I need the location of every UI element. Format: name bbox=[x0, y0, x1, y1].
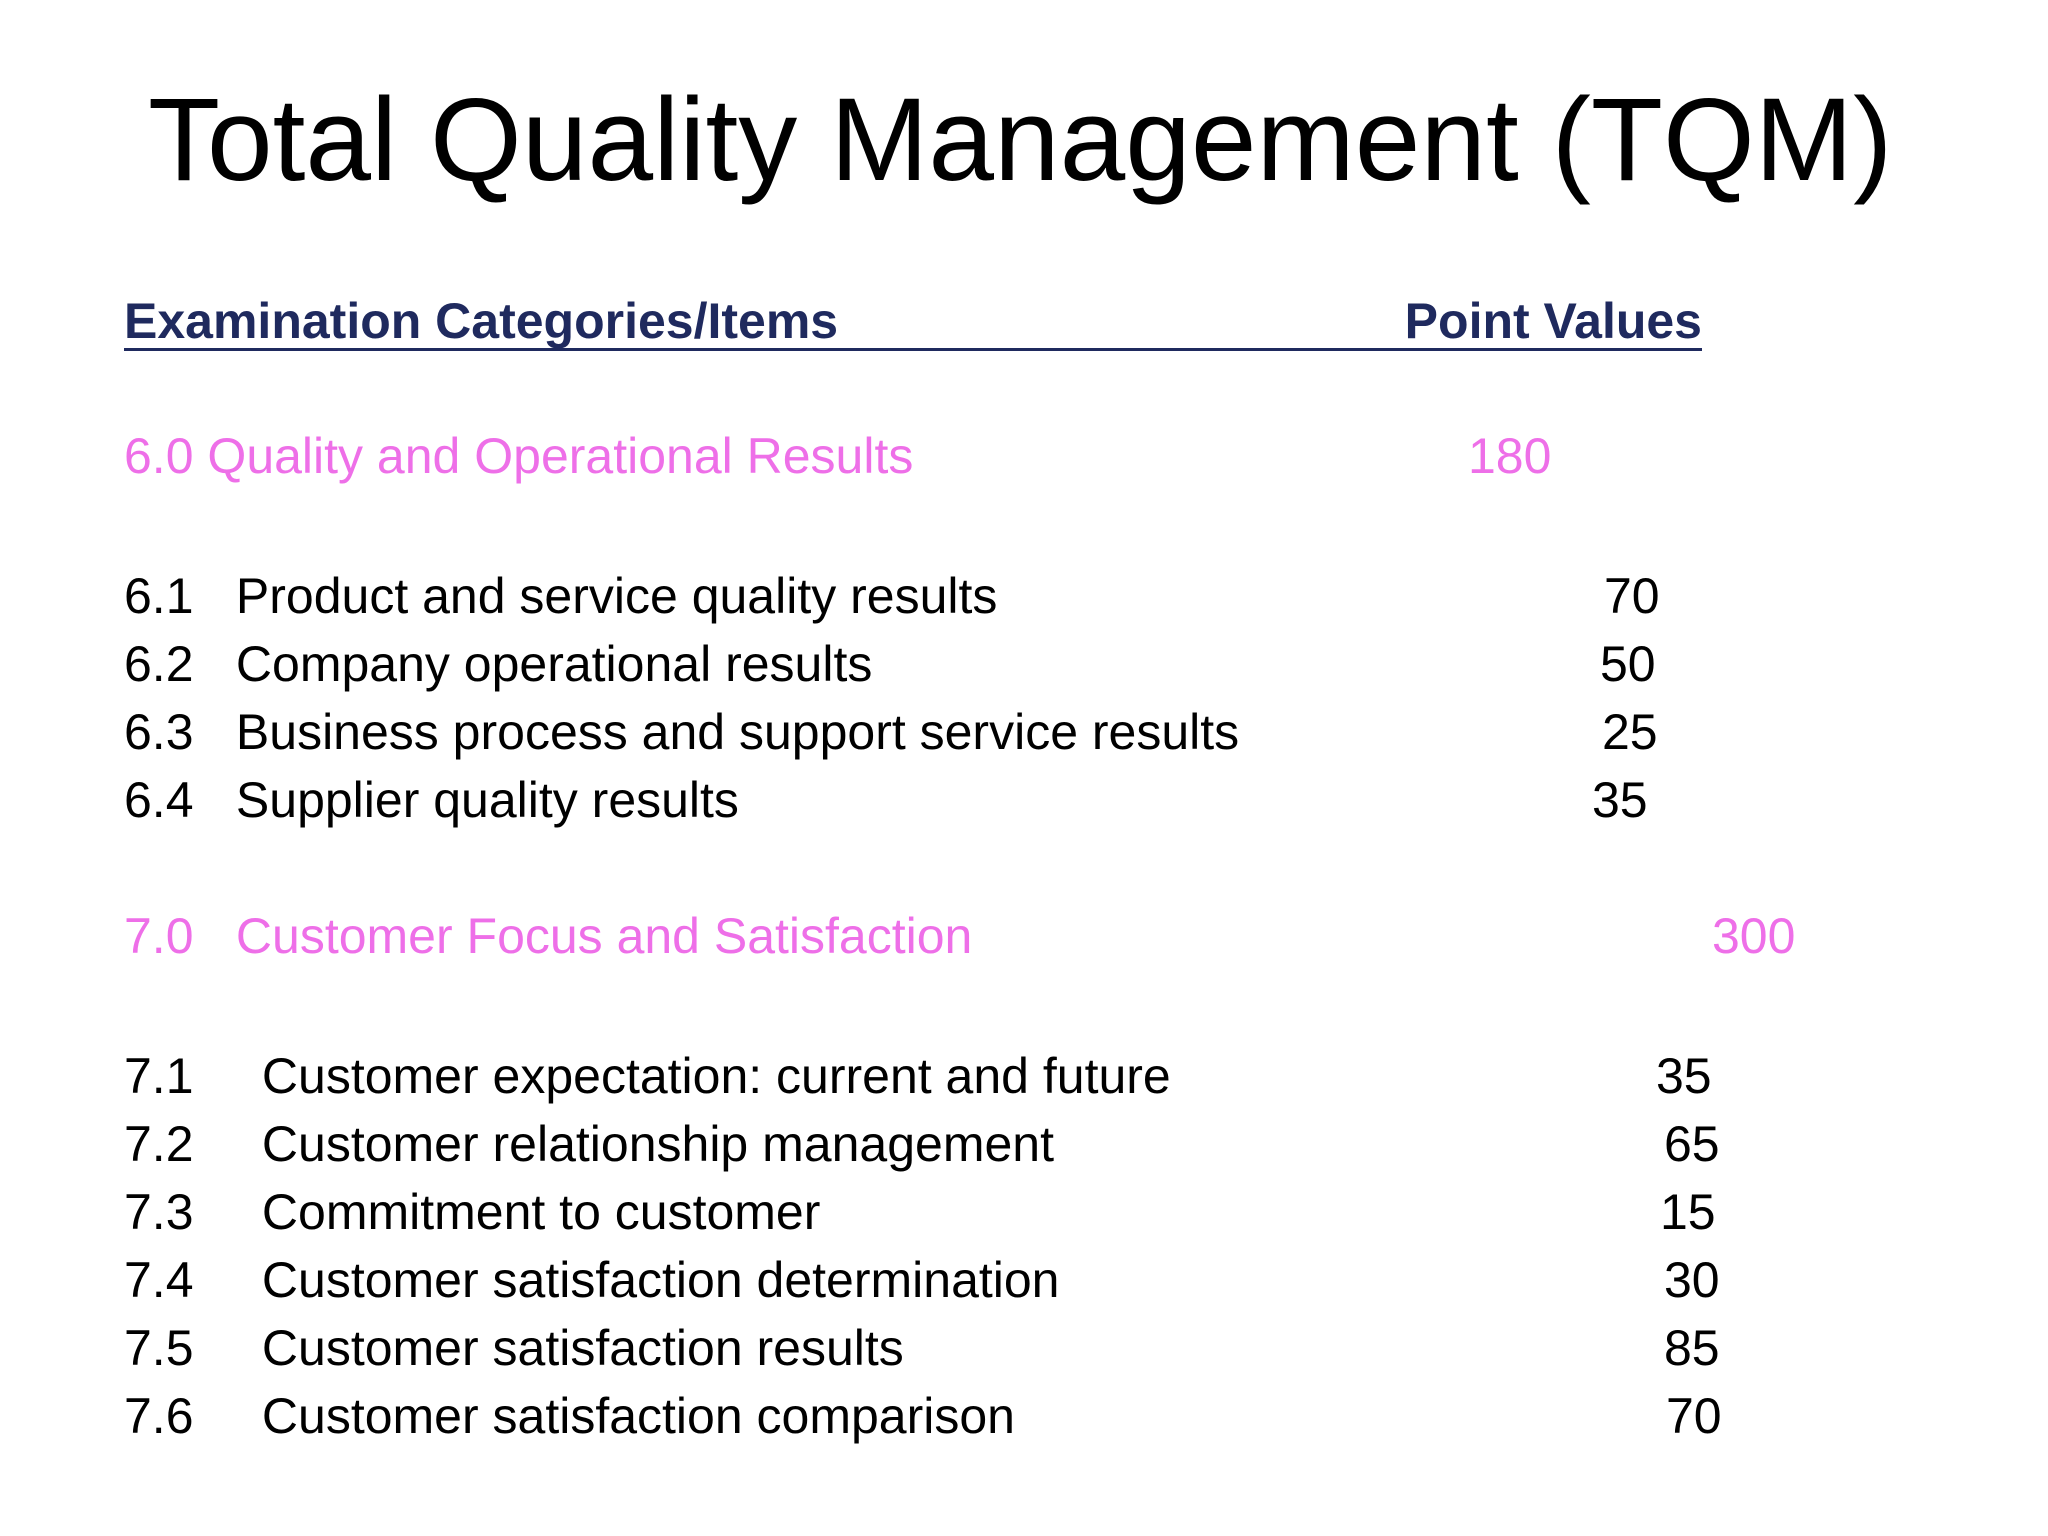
item-points: 70 bbox=[1666, 1388, 1722, 1444]
item-label: Customer satisfaction results bbox=[261, 1320, 904, 1376]
item-label: Commitment to customer bbox=[261, 1184, 821, 1240]
item-label: Customer expectation: current and future bbox=[261, 1048, 1171, 1104]
item-number: 7.1 bbox=[124, 1048, 194, 1104]
section-row-6-0: 6.0 Quality and Operational Results 180 bbox=[124, 424, 1551, 488]
section-number: 7.0 bbox=[124, 908, 194, 964]
item-number: 6.2 bbox=[124, 636, 194, 692]
item-label: Supplier quality results bbox=[235, 772, 739, 828]
points-header: Point Values bbox=[1404, 293, 1702, 349]
item-number: 7.4 bbox=[124, 1252, 194, 1308]
item-number: 6.1 bbox=[124, 568, 194, 624]
slide-title: Total Quality Management (TQM) bbox=[148, 74, 1893, 206]
item-label: Customer relationship management bbox=[261, 1116, 1054, 1172]
section-number: 6.0 bbox=[124, 428, 194, 484]
item-points: 30 bbox=[1664, 1252, 1720, 1308]
item-row-7-4: 7.4 Customer satisfaction determination … bbox=[124, 1248, 1720, 1312]
item-points: 25 bbox=[1602, 704, 1658, 760]
section-points: 180 bbox=[1468, 428, 1552, 484]
item-number: 7.6 bbox=[124, 1388, 194, 1444]
item-number: 6.3 bbox=[124, 704, 194, 760]
item-row-6-4: 6.4 Supplier quality results 35 bbox=[124, 768, 1648, 832]
item-points: 35 bbox=[1592, 772, 1648, 828]
section-points: 300 bbox=[1712, 908, 1796, 964]
item-number: 7.2 bbox=[124, 1116, 194, 1172]
item-row-6-3: 6.3 Business process and support service… bbox=[124, 700, 1658, 764]
item-row-6-2: 6.2 Company operational results 50 bbox=[124, 632, 1656, 696]
table-header: Examination Categories/Items Point Value… bbox=[124, 288, 1702, 351]
item-row-6-1: 6.1 Product and service quality results … bbox=[124, 564, 1660, 628]
categories-header: Examination Categories/Items bbox=[124, 293, 839, 349]
item-row-7-6: 7.6 Customer satisfaction comparison 70 bbox=[124, 1384, 1722, 1448]
section-row-7-0: 7.0 Customer Focus and Satisfaction 300 bbox=[124, 904, 1795, 968]
item-row-7-5: 7.5 Customer satisfaction results 85 bbox=[124, 1316, 1720, 1380]
item-points: 85 bbox=[1664, 1320, 1720, 1376]
item-number: 7.5 bbox=[124, 1320, 194, 1376]
item-points: 70 bbox=[1604, 568, 1660, 624]
item-number: 6.4 bbox=[124, 772, 194, 828]
item-row-7-1: 7.1 Customer expectation: current and fu… bbox=[124, 1044, 1712, 1108]
item-label: Business process and support service res… bbox=[235, 704, 1240, 760]
item-points: 50 bbox=[1600, 636, 1656, 692]
item-label: Product and service quality results bbox=[235, 568, 998, 624]
item-points: 65 bbox=[1664, 1116, 1720, 1172]
item-label: Customer satisfaction determination bbox=[261, 1252, 1060, 1308]
item-number: 7.3 bbox=[124, 1184, 194, 1240]
item-points: 15 bbox=[1660, 1184, 1716, 1240]
section-label: Quality and Operational Results bbox=[207, 428, 914, 484]
item-label: Customer satisfaction comparison bbox=[261, 1388, 1015, 1444]
item-row-7-3: 7.3 Commitment to customer 15 bbox=[124, 1180, 1716, 1244]
section-label: Customer Focus and Satisfaction bbox=[235, 908, 973, 964]
item-label: Company operational results bbox=[235, 636, 873, 692]
item-row-7-2: 7.2 Customer relationship management 65 bbox=[124, 1112, 1720, 1176]
item-points: 35 bbox=[1656, 1048, 1712, 1104]
